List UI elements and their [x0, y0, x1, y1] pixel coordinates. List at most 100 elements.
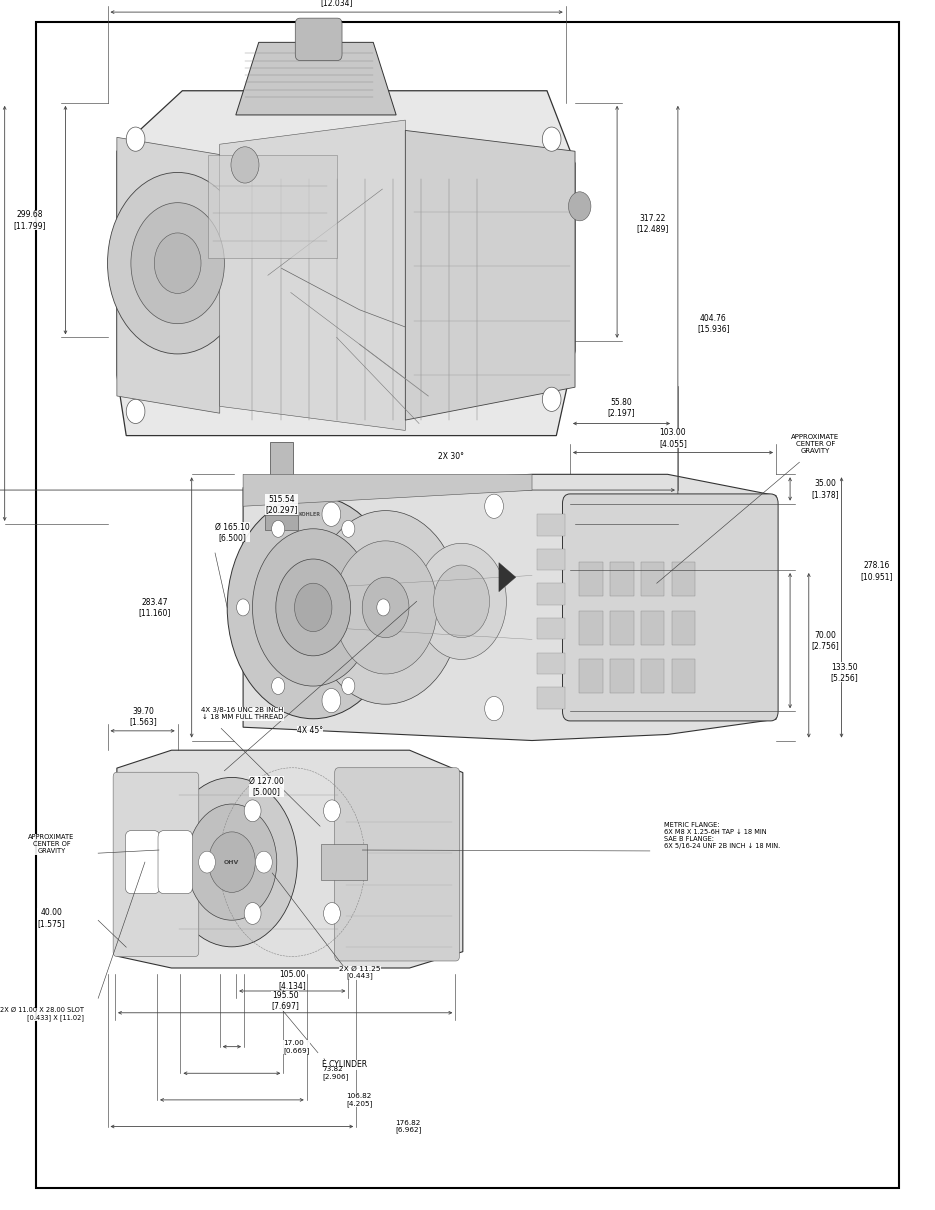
Bar: [611, 563, 634, 597]
Text: 2X 30°: 2X 30°: [438, 451, 464, 461]
Polygon shape: [243, 474, 776, 741]
Bar: [538, 549, 566, 570]
FancyBboxPatch shape: [335, 767, 459, 961]
Text: 176.82
[6.962]: 176.82 [6.962]: [396, 1119, 422, 1134]
Circle shape: [324, 800, 340, 822]
Text: KOHLER: KOHLER: [298, 512, 321, 517]
Text: 40.00
[1.575]: 40.00 [1.575]: [37, 909, 65, 928]
Bar: [209, 155, 337, 258]
Bar: [672, 563, 696, 597]
Circle shape: [131, 203, 224, 324]
Text: 105.00
[4.134]: 105.00 [4.134]: [279, 970, 306, 990]
Text: Ø 127.00
[5.000]: Ø 127.00 [5.000]: [249, 777, 284, 796]
Bar: [580, 611, 603, 645]
Bar: [538, 514, 566, 536]
Circle shape: [231, 146, 259, 183]
Bar: [672, 659, 696, 693]
Circle shape: [166, 778, 297, 946]
Circle shape: [542, 127, 561, 151]
Text: 4X 45°: 4X 45°: [297, 726, 324, 736]
Bar: [580, 659, 603, 693]
Text: 195.50
[7.697]: 195.50 [7.697]: [271, 991, 299, 1010]
Text: 404.76
[15.936]: 404.76 [15.936]: [698, 313, 729, 334]
Bar: [538, 618, 566, 639]
Circle shape: [272, 520, 285, 537]
Circle shape: [568, 191, 591, 220]
Text: Ø 165.10
[6.500]: Ø 165.10 [6.500]: [214, 523, 250, 542]
Bar: [641, 563, 665, 597]
Text: 103.00
[4.055]: 103.00 [4.055]: [659, 428, 687, 448]
Circle shape: [434, 565, 490, 638]
Text: APPROXIMATE
CENTER OF
GRAVITY: APPROXIMATE CENTER OF GRAVITY: [791, 434, 840, 454]
Circle shape: [484, 494, 503, 518]
Circle shape: [126, 399, 145, 423]
Bar: [641, 659, 665, 693]
Circle shape: [342, 678, 355, 695]
Bar: [580, 563, 603, 597]
Circle shape: [324, 903, 340, 924]
Text: OHV: OHV: [224, 859, 239, 865]
Circle shape: [244, 903, 261, 924]
Polygon shape: [243, 474, 532, 506]
Circle shape: [484, 697, 503, 721]
FancyBboxPatch shape: [295, 18, 342, 60]
Text: 2X Ø 11.25
[0.443]: 2X Ø 11.25 [0.443]: [339, 966, 381, 979]
Circle shape: [209, 832, 255, 893]
Text: 515.54
[20.297]: 515.54 [20.297]: [266, 495, 298, 514]
Polygon shape: [117, 91, 575, 436]
FancyBboxPatch shape: [158, 831, 193, 893]
Circle shape: [187, 805, 277, 920]
Text: 39.70
[1.563]: 39.70 [1.563]: [129, 707, 157, 726]
Bar: [538, 652, 566, 674]
Text: 55.80
[2.197]: 55.80 [2.197]: [608, 398, 635, 417]
Text: 73.82
[2.906]: 73.82 [2.906]: [323, 1066, 349, 1081]
Polygon shape: [499, 563, 516, 592]
Polygon shape: [220, 120, 406, 431]
Text: 283.47
[11.160]: 283.47 [11.160]: [138, 598, 170, 617]
Circle shape: [322, 688, 340, 713]
Circle shape: [237, 599, 250, 616]
Circle shape: [108, 173, 248, 355]
Text: 299.68
[11.799]: 299.68 [11.799]: [14, 211, 46, 230]
Text: 4X 3/8-16 UNC 2B INCH
↓ 18 MM FULL THREAD: 4X 3/8-16 UNC 2B INCH ↓ 18 MM FULL THREA…: [201, 708, 284, 720]
Circle shape: [271, 678, 284, 695]
Bar: [321, 845, 367, 881]
Text: È CYLINDER: È CYLINDER: [322, 1060, 367, 1070]
Circle shape: [276, 559, 351, 656]
Bar: [270, 442, 293, 520]
Circle shape: [334, 541, 437, 674]
Text: 35.00
[1.378]: 35.00 [1.378]: [812, 479, 840, 499]
Polygon shape: [236, 42, 396, 115]
Polygon shape: [406, 131, 575, 420]
Bar: [538, 687, 566, 709]
Bar: [672, 611, 696, 645]
Circle shape: [255, 852, 272, 874]
Circle shape: [252, 529, 374, 686]
FancyBboxPatch shape: [113, 772, 199, 956]
FancyBboxPatch shape: [563, 494, 778, 721]
Circle shape: [310, 511, 460, 704]
Bar: [641, 611, 665, 645]
Polygon shape: [117, 137, 220, 414]
Bar: [611, 611, 634, 645]
Circle shape: [542, 387, 561, 411]
Text: 278.16
[10.951]: 278.16 [10.951]: [861, 561, 893, 581]
Bar: [611, 659, 634, 693]
Circle shape: [417, 543, 507, 659]
FancyBboxPatch shape: [125, 831, 160, 893]
Polygon shape: [117, 750, 463, 968]
Text: 305.66
[12.034]: 305.66 [12.034]: [321, 0, 352, 7]
Text: 317.22
[12.489]: 317.22 [12.489]: [637, 214, 669, 234]
Text: 133.50
[5.256]: 133.50 [5.256]: [830, 663, 858, 682]
Circle shape: [126, 127, 145, 151]
Bar: [538, 583, 566, 605]
Circle shape: [295, 583, 332, 632]
Circle shape: [377, 599, 390, 616]
Text: APPROXIMATE
CENTER OF
GRAVITY: APPROXIMATE CENTER OF GRAVITY: [28, 834, 75, 854]
Circle shape: [198, 852, 215, 874]
Circle shape: [362, 577, 409, 638]
Circle shape: [342, 520, 355, 537]
Circle shape: [244, 800, 261, 822]
Bar: [265, 515, 298, 530]
Text: METRIC FLANGE:
6X M8 X 1.25-6H TAP ↓ 18 MIN
SAE B FLANGE:
6X 5/16-24 UNF 2B INCH: METRIC FLANGE: 6X M8 X 1.25-6H TAP ↓ 18 …: [664, 822, 780, 849]
